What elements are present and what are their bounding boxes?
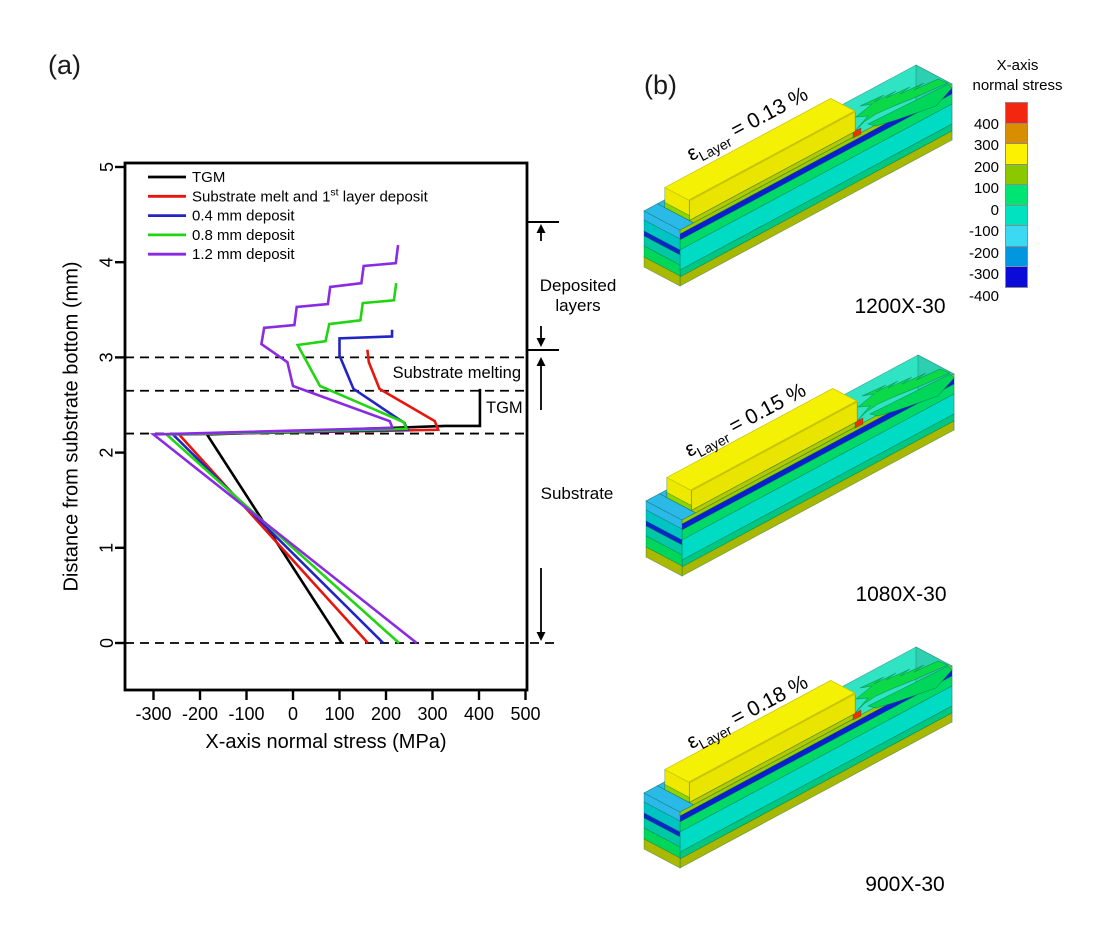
y-tick-label: 5	[97, 162, 117, 172]
y-axis-title: Distance from substrate bottom (mm)	[60, 261, 82, 591]
colorbar-swatch-0	[1005, 102, 1028, 124]
deposited-layers-label-2: layers	[555, 296, 600, 315]
colorbar-swatch-3	[1005, 163, 1028, 185]
x-axis-title: X-axis normal stress (MPa)	[205, 731, 446, 753]
bracket-arrow-up	[536, 224, 546, 233]
y-tick-label: 4	[97, 257, 117, 267]
bracket-arrow-down	[536, 338, 546, 347]
legend-label: Substrate melt and 1st layer deposit	[192, 186, 429, 205]
legend-label: 0.8 mm deposit	[192, 227, 295, 244]
colorbar-title-line1: X-axis	[996, 57, 1039, 74]
x-tick-label: 100	[324, 704, 354, 724]
colorbar-swatches	[1005, 102, 1028, 288]
colorbar-swatch-6	[1005, 225, 1028, 247]
case-name-1200X-30: 1200X-30	[854, 295, 946, 318]
case-name-900X-30: 900X-30	[865, 873, 945, 896]
y-tick-label: 1	[97, 543, 117, 553]
x-tick-label: 400	[464, 704, 494, 724]
x-tick-label: -100	[228, 704, 264, 724]
colorbar-swatch-5	[1005, 204, 1028, 226]
case-name-1080X-30: 1080X-30	[855, 583, 947, 606]
series-substrate-melt-and-1st-layer-deposit	[176, 349, 440, 644]
deposited-layers-label-1: Deposited	[540, 276, 617, 295]
colorbar-tick-label: -200	[968, 244, 999, 262]
substrate-label: Substrate	[541, 484, 614, 503]
colorbar-tick-label: 200	[973, 158, 999, 176]
series-tgm	[204, 388, 482, 644]
panel-b-label: (b)	[644, 70, 677, 100]
substrate-melting-annotation: Substrate melting	[393, 364, 521, 382]
y-tick-label: 2	[97, 448, 117, 458]
colorbar-swatch-4	[1005, 184, 1028, 206]
x-tick-label: 500	[510, 704, 540, 724]
colorbar-swatch-1	[1005, 122, 1028, 144]
legend-label: 0.4 mm deposit	[192, 208, 295, 225]
y-tick-label: 3	[97, 352, 117, 362]
colorbar-tick-label: 0	[990, 201, 999, 219]
x-tick-label: 200	[371, 704, 401, 724]
colorbar-tick-label: -400	[968, 287, 999, 305]
stress-profile-chart: -300 -200 -100 0 100 200 300 400 500 X-axis norma…	[60, 161, 617, 753]
colorbar-tick-label: 100	[973, 180, 999, 197]
x-tick-label: 0	[288, 704, 298, 724]
series-1-2-mm-deposit	[149, 244, 418, 645]
colorbar-tick-label: -100	[968, 223, 999, 240]
colorbar-swatch-8	[1005, 266, 1028, 288]
y-tick-label: 0	[97, 638, 117, 648]
x-tick-label: 300	[417, 704, 447, 724]
bracket-arrow-down	[536, 632, 546, 641]
colorbar-tick-label: 400	[973, 115, 999, 133]
x-tick-label: -300	[135, 704, 171, 724]
colorbar-title-line2: normal stress	[972, 77, 1063, 94]
series-0-8-mm-deposit	[163, 282, 409, 644]
colorbar-tick-label: 300	[973, 137, 999, 154]
colorbar-swatch-7	[1005, 245, 1028, 267]
bracket-arrow-up	[536, 357, 546, 366]
panel-a-label: (a)	[48, 50, 81, 80]
legend-label: 1.2 mm deposit	[192, 246, 295, 263]
legend-label: TGM	[192, 169, 225, 186]
plot-frame	[123, 161, 529, 692]
tgm-annotation: TGM	[486, 399, 523, 417]
colorbar-swatch-2	[1005, 143, 1028, 165]
colorbar-tick-label: -300	[968, 266, 999, 283]
x-tick-label: -200	[182, 704, 218, 724]
